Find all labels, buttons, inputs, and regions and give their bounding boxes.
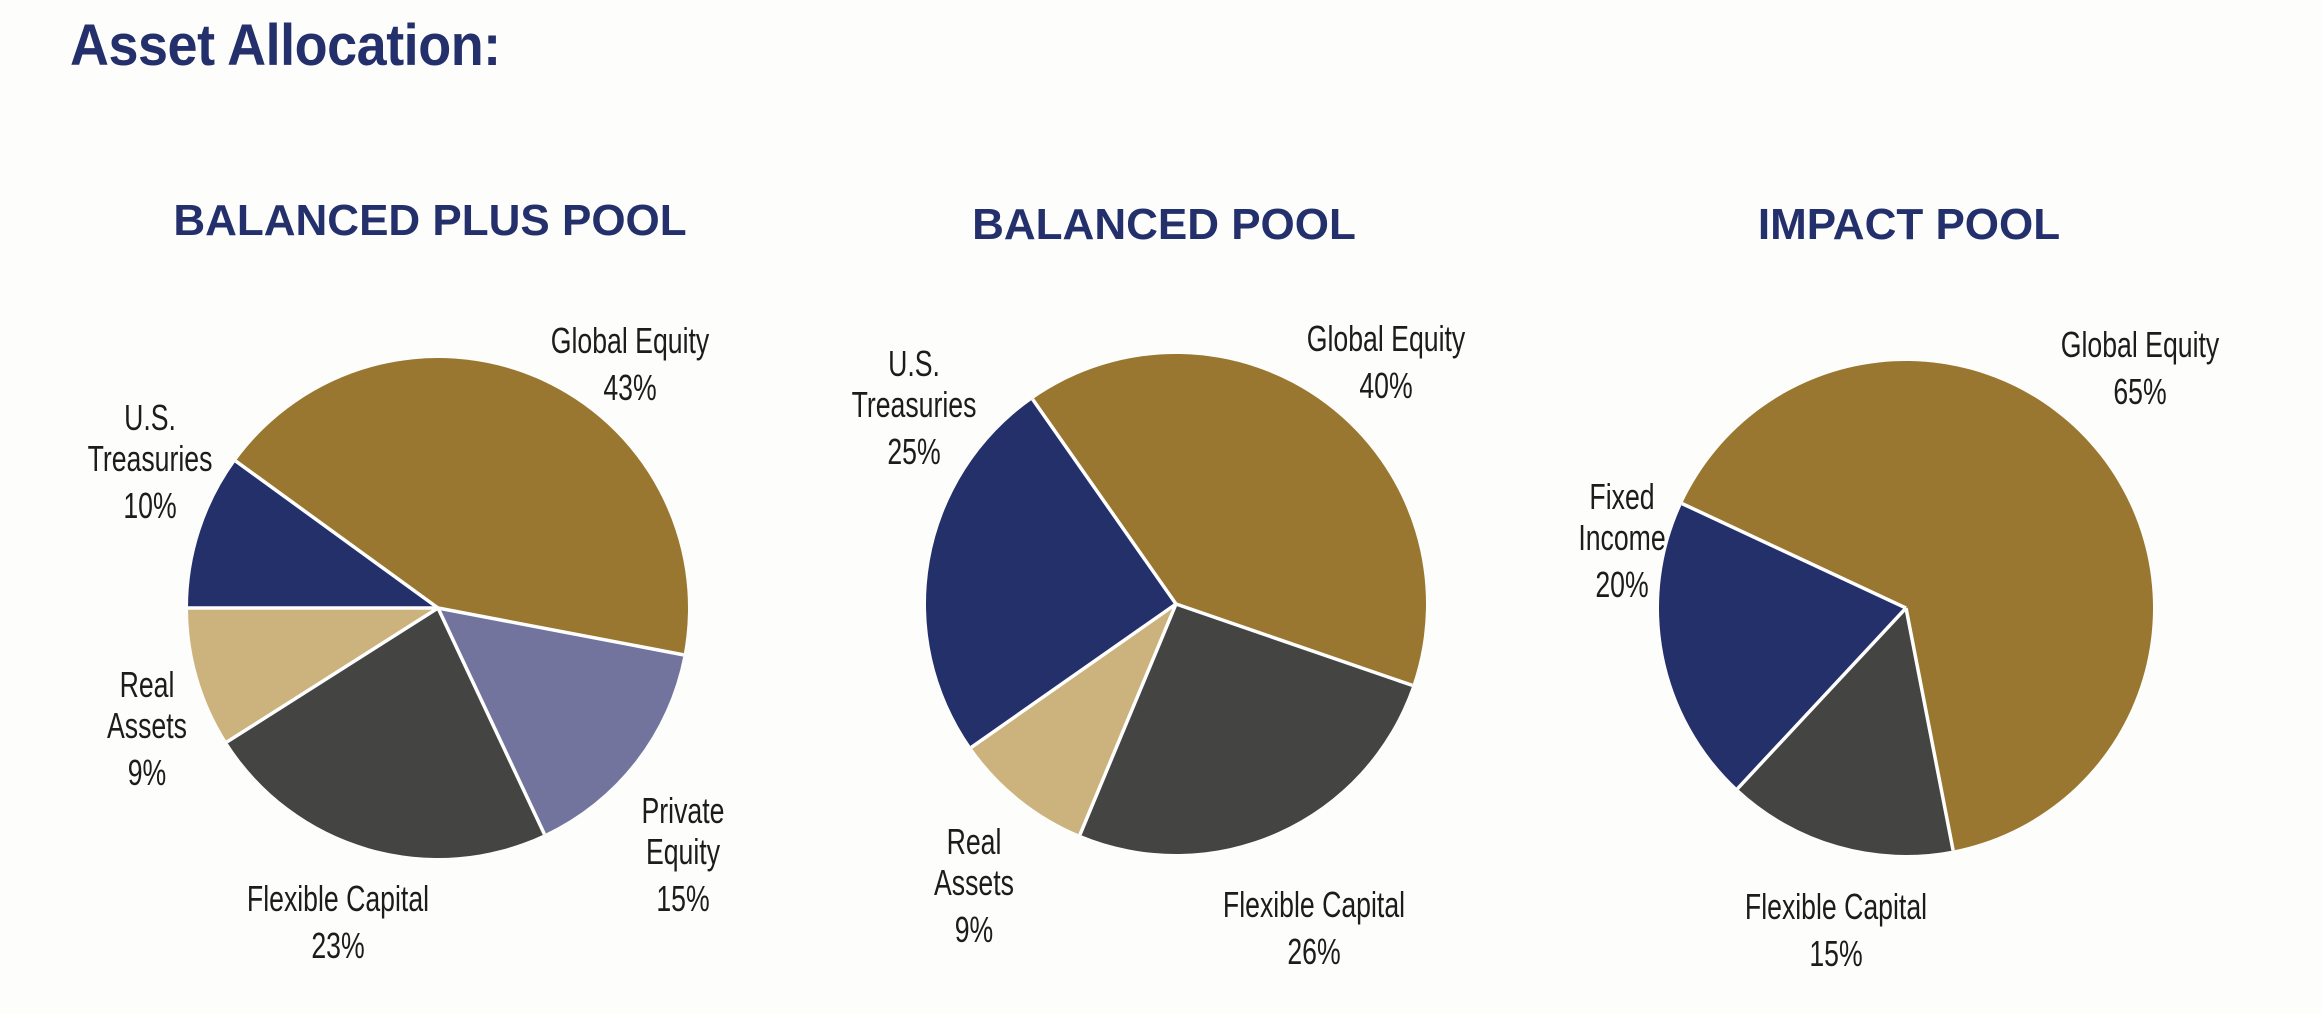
label-percent: 15%: [1809, 933, 1863, 974]
label-real-assets: Real Assets 9%: [107, 664, 187, 793]
label-line: Assets: [107, 705, 187, 746]
pie-slice-global-equity: [235, 357, 689, 655]
label-percent: 26%: [1287, 931, 1341, 972]
label-line: Equity: [645, 831, 721, 872]
label-line: Real: [946, 821, 1002, 862]
slice-separator: [1175, 602, 1413, 688]
pie-slice-u-s-treasuries: [188, 461, 438, 608]
label-global-equity: Global Equity 65%: [2061, 324, 2219, 412]
slice-separator: [436, 607, 547, 835]
label-percent: 40%: [1359, 365, 1413, 406]
label-line: U.S.: [888, 343, 940, 384]
label-line: Flexible Capital: [1744, 886, 1928, 927]
label-percent: 25%: [887, 431, 941, 472]
pool-title-impact: IMPACT POOL: [1757, 200, 2061, 249]
label-line: Flexible Capital: [246, 878, 430, 919]
page-title: Asset Allocation:: [70, 13, 501, 78]
slice-separator: [437, 606, 684, 657]
pie-chart-impact: [1659, 361, 2153, 856]
label-flexible-capital: Flexible Capital 15%: [1745, 886, 1927, 974]
label-percent: 23%: [311, 925, 365, 966]
pie-chart-balanced-plus: [188, 357, 689, 858]
pie-slice-global-equity: [1682, 361, 2153, 851]
slice-separator: [225, 606, 439, 744]
pie-slice-flexible-capital: [1079, 604, 1413, 854]
slice-separator: [1078, 603, 1178, 836]
label-real-assets: Real Assets 9%: [934, 821, 1014, 950]
label-global-equity: Global Equity 40%: [1307, 318, 1465, 406]
pie-slice-real-assets: [188, 608, 438, 742]
label-line: Treasuries: [851, 384, 977, 425]
label-line: Global Equity: [2060, 324, 2220, 365]
pie-slice-flexible-capital: [226, 608, 545, 858]
label-us-treasuries: U.S. Treasuries 25%: [852, 343, 977, 472]
label-line: U.S.: [124, 397, 176, 438]
label-line: Flexible Capital: [1222, 884, 1406, 925]
label-us-treasuries: U.S. Treasuries 10%: [88, 397, 213, 526]
label-percent: 9%: [954, 909, 994, 950]
pie-slice-u-s-treasuries: [926, 399, 1176, 748]
label-global-equity: Global Equity 43%: [551, 320, 709, 408]
slice-separator: [1681, 502, 1907, 610]
pie-slice-flexible-capital: [1737, 608, 1954, 856]
slice-separator: [1904, 607, 1955, 851]
pie-slice-fixed-income: [1659, 503, 1906, 789]
slice-separator: [234, 459, 440, 610]
pie-slice-global-equity: [1032, 353, 1426, 686]
label-line: Income: [1578, 517, 1666, 558]
pool-title-balanced: BALANCED POOL: [972, 200, 1356, 249]
label-percent: 20%: [1595, 564, 1649, 605]
label-line: Treasuries: [87, 438, 213, 479]
label-percent: 9%: [127, 752, 167, 793]
label-line: Fixed: [1589, 476, 1655, 517]
slice-separator: [1031, 398, 1178, 606]
label-line: Global Equity: [1306, 318, 1466, 359]
pie-slice-private-equity: [438, 608, 684, 835]
label-percent: 15%: [656, 878, 710, 919]
label-flexible-capital: Flexible Capital 23%: [247, 878, 429, 966]
label-private-equity: Private Equity 15%: [642, 790, 725, 919]
slice-separator: [970, 602, 1178, 749]
label-percent: 43%: [603, 367, 657, 408]
label-fixed-income: Fixed Income 20%: [1578, 476, 1665, 605]
label-percent: 10%: [123, 485, 177, 526]
pie-slice-real-assets: [971, 604, 1176, 835]
label-line: Real: [119, 664, 175, 705]
label-percent: 65%: [2113, 371, 2167, 412]
label-line: Assets: [934, 862, 1014, 903]
label-line: Global Equity: [550, 320, 710, 361]
pie-chart-balanced: [926, 353, 1426, 854]
slice-separator: [1736, 606, 1908, 790]
label-line: Private: [641, 790, 725, 831]
label-flexible-capital: Flexible Capital 26%: [1223, 884, 1405, 972]
pool-title-balanced-plus: BALANCED PLUS POOL: [173, 196, 687, 245]
